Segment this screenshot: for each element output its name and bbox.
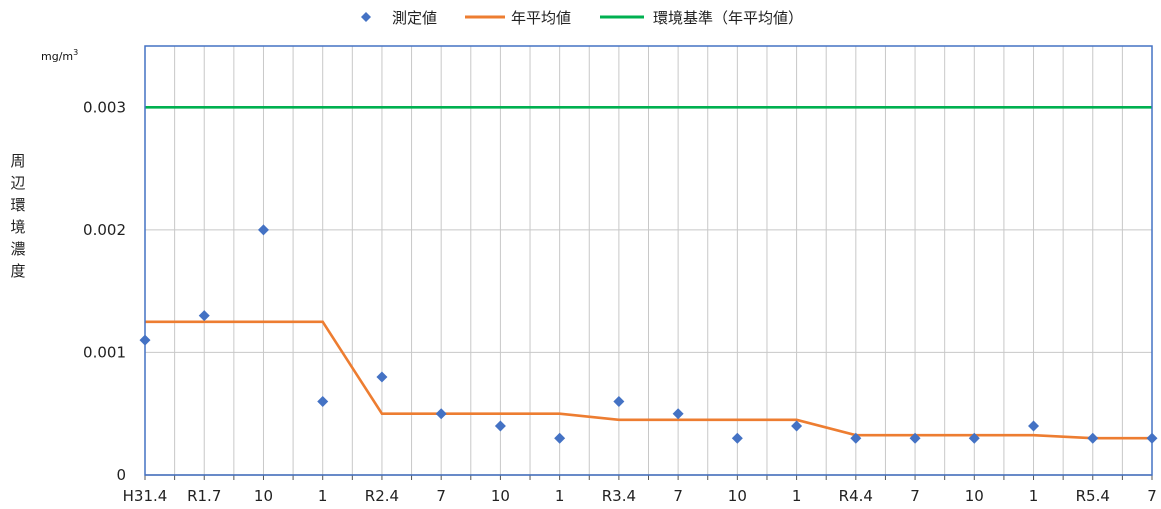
data-point [791,420,803,432]
data-point [317,395,329,407]
y-tick-labels: 0 0.001 0.002 0.003 [83,98,126,484]
data-point [672,408,684,420]
x-tick-label: 1 [555,487,565,505]
data-point [435,408,447,420]
x-tick-label: H31.4 [123,487,168,505]
y-tick-label: 0.001 [83,343,126,361]
y-tick-label: 0.002 [83,221,126,239]
x-tick-label: R2.4 [365,487,399,505]
x-tick-label: R1.7 [187,487,221,505]
data-point [968,432,980,444]
x-tick-label: 7 [910,487,920,505]
data-point [257,224,269,236]
x-tick-label: 10 [728,487,747,505]
x-tick-label: 10 [965,487,984,505]
x-tick-label: R4.4 [839,487,873,505]
data-point [1087,432,1099,444]
data-point [198,310,210,322]
x-tick-label: 10 [491,487,510,505]
y-tick-label: 0 [116,466,126,484]
data-point [1028,420,1040,432]
plot-border [144,45,1153,476]
x-tick-label: R5.4 [1076,487,1110,505]
x-tick-label: 1 [318,487,328,505]
x-tick-label: R3.4 [602,487,636,505]
data-point [909,432,921,444]
x-tick-label: 7 [436,487,446,505]
legend-label-measured: 測定値 [392,9,437,27]
data-point [731,432,743,444]
legend-marker-measured [361,12,371,22]
x-tick-label: 7 [673,487,683,505]
data-point [554,432,566,444]
x-tick-label: 7 [1147,487,1157,505]
data-point [376,371,388,383]
grid [144,46,1153,480]
y-tick-label: 0.003 [83,98,126,116]
x-tick-label: 1 [792,487,802,505]
y-unit-label: mg/m3 [41,48,78,63]
series-lines [145,105,1152,440]
x-tick-label: 10 [254,487,273,505]
data-point [850,432,862,444]
legend-label-standard: 環境基準（年平均値） [653,9,803,27]
y-axis-label: 周辺環境濃度 [10,152,25,280]
series-line-1 [145,320,1152,440]
legend: 測定値 年平均値 環境基準（年平均値） [361,9,803,27]
data-point [494,420,506,432]
x-tick-labels: H31.4 R1.7 10 1 R2.4 7 10 1 R3.4 7 10 1 R4.4 7 10 1 R5.4… [123,487,1157,505]
data-point [613,395,625,407]
x-tick-label: 1 [1029,487,1039,505]
legend-label-annual-average: 年平均値 [511,9,571,27]
